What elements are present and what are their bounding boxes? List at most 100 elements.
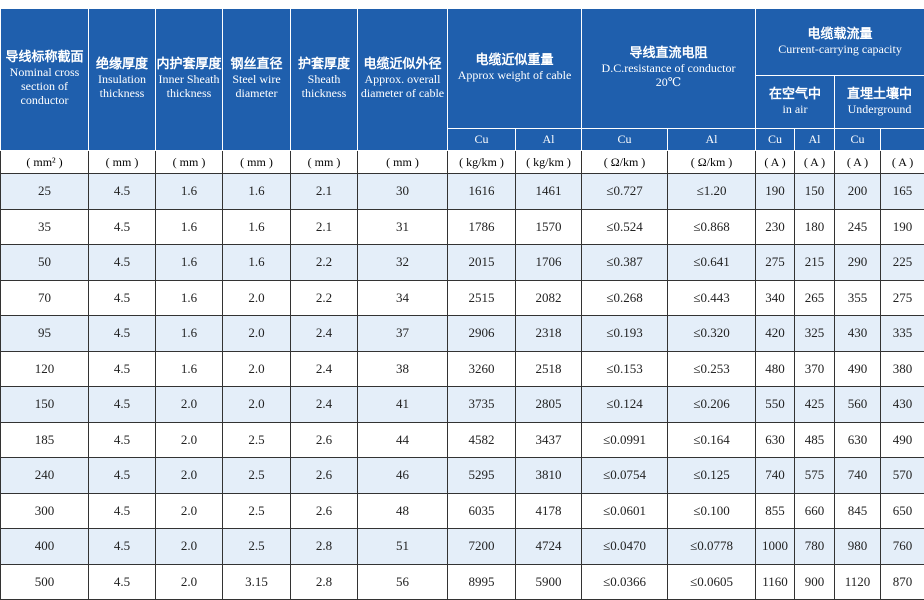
metal-header: Al [795, 129, 835, 151]
data-cell: 2.8 [291, 564, 358, 600]
data-cell: ≤0.443 [668, 280, 756, 316]
data-cell: ≤0.193 [582, 316, 668, 352]
data-cell: ≤0.124 [582, 387, 668, 423]
data-cell: 1.6 [156, 245, 223, 281]
data-cell: 1786 [448, 209, 516, 245]
data-cell: 2.0 [223, 351, 291, 387]
data-cell: 4.5 [89, 458, 156, 494]
data-cell: ≤0.0991 [582, 422, 668, 458]
data-cell: 1570 [516, 209, 582, 245]
data-cell: 3735 [448, 387, 516, 423]
data-cell: 480 [756, 351, 795, 387]
data-cell: 2.5 [223, 422, 291, 458]
data-cell: 4.5 [89, 174, 156, 210]
data-cell: 1.6 [156, 209, 223, 245]
data-cell: 2518 [516, 351, 582, 387]
data-cell: 230 [756, 209, 795, 245]
data-cell: ≤0.0601 [582, 493, 668, 529]
data-cell: 1706 [516, 245, 582, 281]
data-cell: 95 [1, 316, 89, 352]
data-cell: 46 [358, 458, 448, 494]
data-cell: 485 [795, 422, 835, 458]
data-cell: 2.4 [291, 387, 358, 423]
data-cell: 5900 [516, 564, 582, 600]
data-cell: 2.0 [223, 387, 291, 423]
header-en: Inner Sheath thickness [156, 73, 222, 101]
data-cell: 2.0 [223, 316, 291, 352]
data-cell: 225 [881, 245, 924, 281]
metal-header [881, 129, 924, 151]
data-cell: 2.8 [291, 529, 358, 565]
metal-header: Al [668, 129, 756, 151]
data-cell: 1160 [756, 564, 795, 600]
data-cell: 200 [835, 174, 881, 210]
data-cell: 275 [756, 245, 795, 281]
data-cell: ≤0.727 [582, 174, 668, 210]
data-cell: 3.15 [223, 564, 291, 600]
data-cell: 500 [1, 564, 89, 600]
data-cell: 190 [756, 174, 795, 210]
data-cell: 2.0 [156, 422, 223, 458]
data-cell: 4724 [516, 529, 582, 565]
data-cell: 980 [835, 529, 881, 565]
data-cell: 34 [358, 280, 448, 316]
data-cell: 180 [795, 209, 835, 245]
unit-cell: ( A ) [756, 151, 795, 174]
data-cell: 2.6 [291, 458, 358, 494]
data-cell: 30 [358, 174, 448, 210]
data-cell: 4.5 [89, 564, 156, 600]
data-cell: 335 [881, 316, 924, 352]
data-cell: 2515 [448, 280, 516, 316]
data-cell: ≤0.164 [668, 422, 756, 458]
header-en: 20℃ [582, 76, 755, 90]
data-cell: 2805 [516, 387, 582, 423]
data-cell: 2.0 [223, 280, 291, 316]
data-cell: 32 [358, 245, 448, 281]
metal-header: Cu [448, 129, 516, 151]
data-cell: 2.0 [156, 564, 223, 600]
data-cell: 1.6 [156, 174, 223, 210]
header-en: Insulation thickness [89, 73, 155, 101]
data-cell: 300 [1, 493, 89, 529]
data-cell: 290 [835, 245, 881, 281]
header-en: D.C.resistance of conductor [582, 62, 755, 76]
data-cell: 240 [1, 458, 89, 494]
data-cell: 50 [1, 245, 89, 281]
data-cell: 2.1 [291, 174, 358, 210]
data-cell: ≤0.0470 [582, 529, 668, 565]
data-cell: 900 [795, 564, 835, 600]
header-en: Approx. overall diameter of cable [358, 73, 447, 101]
data-cell: 2.5 [223, 458, 291, 494]
data-cell: 120 [1, 351, 89, 387]
unit-cell: ( Ω/km ) [668, 151, 756, 174]
data-cell: 2082 [516, 280, 582, 316]
data-cell: 430 [881, 387, 924, 423]
header-zh: 导线直流电阻 [582, 47, 755, 62]
unit-cell: ( A ) [881, 151, 924, 174]
data-cell: 2.1 [291, 209, 358, 245]
data-cell: 2906 [448, 316, 516, 352]
data-cell: 51 [358, 529, 448, 565]
data-cell: 8995 [448, 564, 516, 600]
data-cell: 7200 [448, 529, 516, 565]
data-cell: 4582 [448, 422, 516, 458]
unit-cell: ( mm ) [223, 151, 291, 174]
data-cell: 4.5 [89, 280, 156, 316]
data-cell: 2.4 [291, 316, 358, 352]
data-cell: 37 [358, 316, 448, 352]
header-zh: 直埋土壤中 [835, 88, 924, 103]
data-cell: 56 [358, 564, 448, 600]
